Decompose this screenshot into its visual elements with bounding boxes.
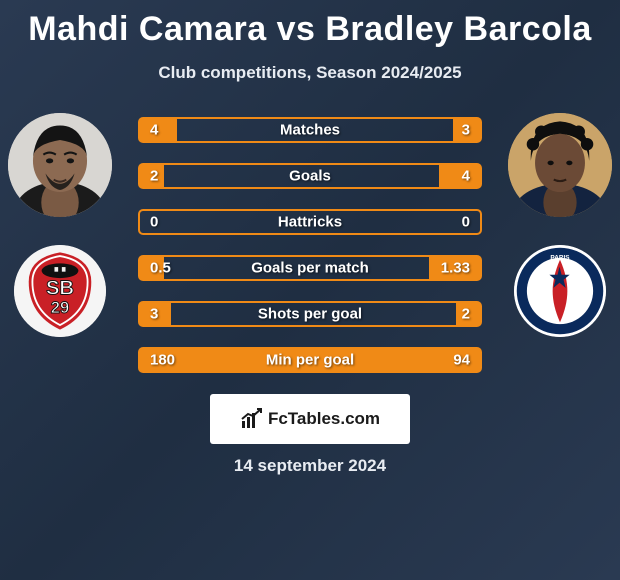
stat-label: Hattricks: [278, 214, 342, 231]
stat-value-left: 2: [150, 168, 158, 185]
comparison-subtitle: Club competitions, Season 2024/2025: [0, 63, 620, 83]
svg-text:SB: SB: [46, 278, 74, 300]
stat-label: Matches: [280, 122, 340, 139]
stat-row: 4 Matches 3: [138, 117, 482, 143]
stat-label: Min per goal: [266, 352, 354, 369]
date-footer: 14 september 2024: [0, 456, 620, 476]
stat-value-left: 0.5: [150, 260, 171, 277]
stat-value-right: 94: [453, 352, 470, 369]
svg-text:29: 29: [51, 298, 69, 317]
club-right-logo: PARIS: [514, 245, 606, 337]
stat-fill-left: [140, 119, 177, 141]
club-left-logo: SB 29: [14, 245, 106, 337]
stat-bars-container: 4 Matches 3 2 Goals 4 0 Hattricks 0 0.5 Goals per …: [138, 117, 482, 393]
stat-value-left: 0: [150, 214, 158, 231]
brand-box: FcTables.com: [210, 394, 410, 444]
player-right-avatar: [508, 113, 612, 217]
stat-value-right: 2: [462, 306, 470, 323]
stat-row: 2 Goals 4: [138, 163, 482, 189]
stat-label: Goals per match: [251, 260, 369, 277]
stat-value-right: 4: [462, 168, 470, 185]
stat-label: Goals: [289, 168, 331, 185]
stat-row: 0.5 Goals per match 1.33: [138, 255, 482, 281]
brand-chart-icon: [240, 407, 264, 431]
player-left-avatar: [8, 113, 112, 217]
svg-text:PARIS: PARIS: [550, 255, 570, 262]
stat-row: 180 Min per goal 94: [138, 347, 482, 373]
stat-label: Shots per goal: [258, 306, 362, 323]
stat-fill-right: [439, 165, 480, 187]
stat-value-left: 180: [150, 352, 175, 369]
stat-row: 0 Hattricks 0: [138, 209, 482, 235]
brand-text: FcTables.com: [268, 409, 380, 429]
comparison-content: SB 29 PARIS 4Matches32Goals40Hattricks00…: [0, 113, 620, 393]
stat-value-right: 3: [462, 122, 470, 139]
stat-value-left: 3: [150, 306, 158, 323]
stat-value-right: 0: [462, 214, 470, 231]
stat-row: 3 Shots per goal 2: [138, 301, 482, 327]
stat-value-right: 1.33: [441, 260, 470, 277]
stat-value-left: 4: [150, 122, 158, 139]
comparison-title: Mahdi Camara vs Bradley Barcola: [0, 0, 620, 49]
